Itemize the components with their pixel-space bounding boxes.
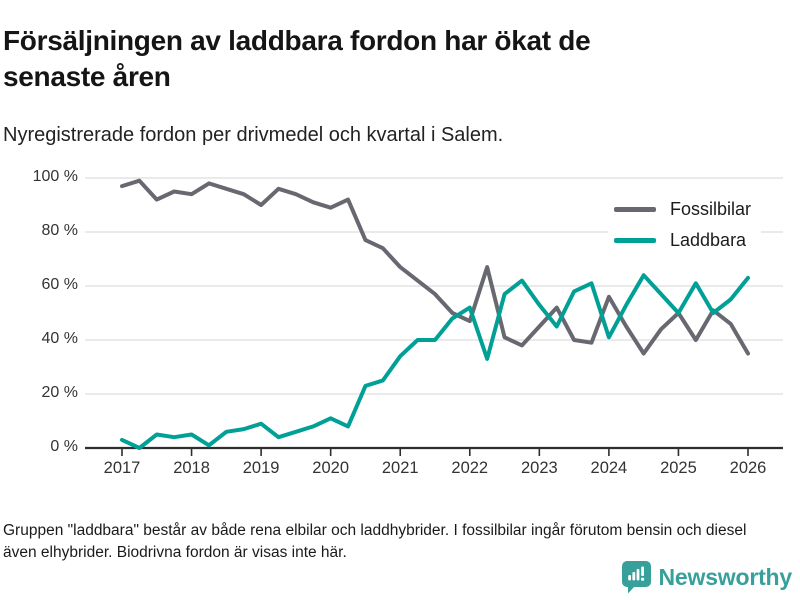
- chart-subtitle: Nyregistrerade fordon per drivmedel och …: [3, 124, 504, 146]
- x-axis-label-2024: 2024: [590, 459, 628, 477]
- y-axis-label-60: 60 %: [41, 276, 78, 293]
- legend-label-laddbara: Laddbara: [670, 230, 747, 250]
- x-axis-label-2023: 2023: [520, 459, 558, 477]
- y-axis-label-0: 0 %: [50, 438, 78, 455]
- y-axis-label-20: 20 %: [41, 384, 78, 401]
- chart-legend: Fossilbilar Laddbara: [608, 190, 762, 259]
- laddbara-line: [120, 273, 750, 450]
- legend-swatch-fossilbilar: [614, 207, 656, 212]
- y-axis-label-100: 100 %: [32, 168, 78, 185]
- x-axis-label-2018: 2018: [173, 459, 210, 477]
- y-axis-label-40: 40 %: [41, 330, 78, 347]
- legend-swatch-laddbara: [614, 238, 656, 243]
- y-axis-label-80: 80 %: [41, 222, 78, 239]
- legend-item-laddbara: Laddbara: [614, 230, 751, 251]
- fossilbilar-line: [120, 178, 750, 356]
- footnote: Gruppen "laddbara" består av både rena e…: [3, 522, 747, 562]
- legend-label-fossilbilar: Fossilbilar: [670, 199, 752, 219]
- newsworthy-logo-text: Newsworthy: [658, 563, 793, 590]
- x-axis-label-2019: 2019: [242, 459, 280, 477]
- x-axis-label-2020: 2020: [312, 459, 350, 477]
- x-axis-label-2017: 2017: [103, 459, 141, 477]
- x-axis-label-2021: 2021: [381, 459, 419, 477]
- page-title: Försäljningen av laddbara fordon har öka…: [3, 24, 591, 92]
- x-axis-label-2026: 2026: [729, 459, 767, 477]
- x-axis-label-2022: 2022: [451, 459, 489, 477]
- newsworthy-logo[interactable]: Newsworthy: [621, 560, 792, 594]
- x-axis-label-2025: 2025: [660, 459, 697, 477]
- bar-chart-speech-bubble-icon: [621, 561, 651, 594]
- legend-item-fossilbilar: Fossilbilar: [614, 199, 751, 220]
